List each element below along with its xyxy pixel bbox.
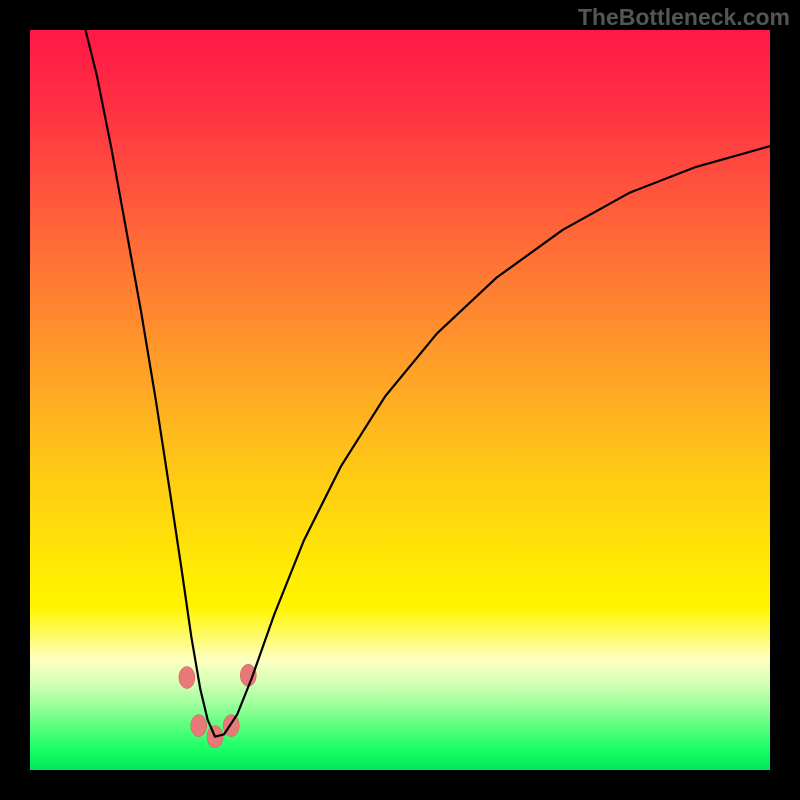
curve-marker-0 [179,667,195,689]
curve-marker-1 [191,715,207,737]
chart-root: TheBottleneck.com [0,0,800,800]
chart-svg [0,0,800,800]
gradient-plot-bg [30,30,770,770]
